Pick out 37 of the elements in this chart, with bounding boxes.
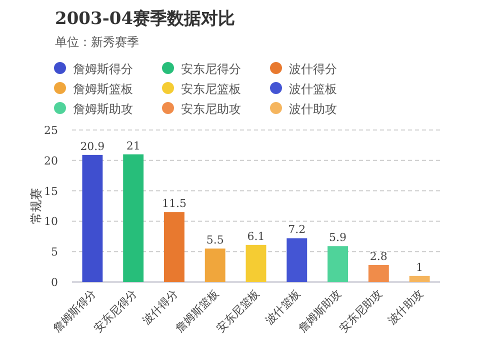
legend-label: 詹姆斯得分 <box>73 62 133 76</box>
詹姆斯助攻: 5.9 <box>328 231 348 282</box>
波什助攻: 1 <box>409 260 430 282</box>
data-label: 5.9 <box>329 231 347 244</box>
y-tick-label: 10 <box>44 215 58 228</box>
legend-label: 安东尼得分 <box>181 62 241 76</box>
詹姆斯篮板: 5.5 <box>204 234 226 282</box>
詹姆斯得分: 20.9 <box>80 140 105 282</box>
legend-label: 波什得分 <box>289 62 337 76</box>
data-label: 2.8 <box>370 250 388 263</box>
chart-title: 2003-04赛季数据对比 <box>55 9 236 29</box>
data-label: 7.2 <box>288 223 306 236</box>
legend-label: 詹姆斯篮板 <box>73 82 133 96</box>
y-tick-label: 25 <box>44 124 58 137</box>
data-label: 6.1 <box>247 230 265 243</box>
legend-label: 安东尼助攻 <box>181 102 241 116</box>
波什得分: 11.5 <box>162 197 186 282</box>
data-label: 11.5 <box>162 197 186 210</box>
y-tick-label: 20 <box>44 154 58 168</box>
legend-label: 安东尼篮板 <box>181 82 241 96</box>
data-label: 21 <box>126 139 140 152</box>
y-tick-label: 5 <box>51 246 58 259</box>
安东尼得分: 21 <box>123 139 144 282</box>
legend-label: 波什篮板 <box>289 82 337 96</box>
波什篮板: 7.2 <box>286 223 308 282</box>
y-tick-label: 15 <box>44 184 58 198</box>
legend-label: 詹姆斯助攻 <box>73 102 133 116</box>
安东尼助攻: 2.8 <box>368 250 389 282</box>
data-label: 5.5 <box>206 234 224 247</box>
安东尼篮板: 6.1 <box>246 230 266 282</box>
data-label: 20.9 <box>80 140 105 153</box>
data-label: 1 <box>416 260 424 274</box>
chart-subtitle: 单位：新秀赛季 <box>55 35 139 49</box>
legend-label: 波什助攻 <box>289 102 337 116</box>
y-tick-label: 0 <box>51 276 58 289</box>
y-axis-title: 常规赛 <box>29 188 43 224</box>
x-tick-label: 波什助攻 <box>385 286 426 328</box>
